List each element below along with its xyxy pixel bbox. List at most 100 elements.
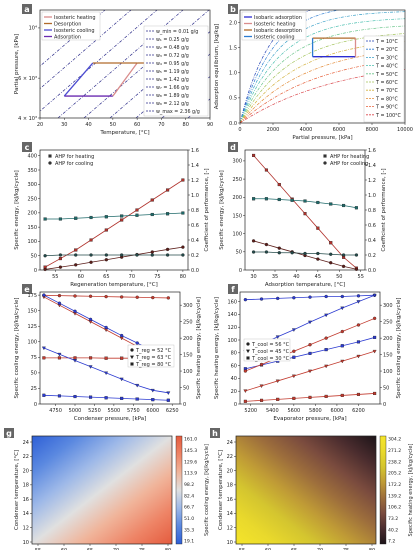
panel-label-box bbox=[228, 284, 238, 294]
data-point bbox=[58, 217, 62, 221]
series-cooling-energy bbox=[251, 239, 359, 271]
data-point bbox=[58, 257, 62, 261]
data-point bbox=[372, 293, 377, 298]
x-tick-label: 5600 bbox=[287, 408, 300, 414]
x-tick-label: 20 bbox=[37, 122, 43, 128]
y-tick-label: 250 bbox=[383, 319, 393, 325]
y-tick-label: 2.0 bbox=[229, 20, 237, 26]
x-tick-label: 60 bbox=[134, 122, 140, 128]
data-point bbox=[104, 356, 108, 360]
data-point bbox=[150, 388, 155, 393]
y-tick-label: 50 bbox=[183, 385, 189, 391]
data-point bbox=[324, 348, 328, 352]
data-point bbox=[119, 377, 124, 382]
data-point bbox=[356, 300, 361, 304]
y-tick-label: 18 bbox=[227, 483, 233, 489]
colorbar-tick-label: 66.7 bbox=[184, 505, 194, 511]
legend-entry: w₆ = 1.42 g/g bbox=[156, 77, 189, 83]
legend-entry: T_reg = 52 °C bbox=[135, 348, 172, 354]
data-point bbox=[135, 213, 139, 217]
y-tick-label: 100 bbox=[27, 340, 37, 346]
y-tick-label: 150 bbox=[232, 213, 242, 219]
isotherm-line bbox=[240, 10, 341, 123]
series-line bbox=[45, 246, 183, 270]
isostere-line bbox=[187, 98, 210, 118]
isostere-legend: w_min = 0.01 g/g w₁ = 0.25 g/g w₂ = 0.48 g… bbox=[143, 25, 209, 117]
cycle-cooling bbox=[63, 62, 94, 97]
data-point bbox=[291, 328, 296, 332]
panel-label: g bbox=[6, 429, 12, 438]
data-point bbox=[329, 241, 333, 245]
data-point bbox=[150, 250, 154, 254]
isotherm-line bbox=[240, 18, 405, 123]
y-tick-label: 0 bbox=[34, 402, 37, 408]
x-tick-label: 5500 bbox=[108, 408, 121, 414]
panel-label-box bbox=[22, 4, 32, 14]
legend-entry: w₅ = 1.19 g/g bbox=[156, 69, 189, 75]
y-tick-label: 4 × 10³ bbox=[18, 116, 37, 122]
y-tick-label: 1.0 bbox=[191, 193, 199, 199]
y-tick-label: 0.8 bbox=[191, 208, 199, 214]
panel-label: c bbox=[25, 143, 30, 152]
data-point bbox=[292, 349, 296, 353]
y-tick-label: 175 bbox=[27, 293, 37, 299]
x-tick-label: 6000 bbox=[331, 408, 344, 414]
data-point bbox=[323, 161, 327, 165]
colorbar-tick-label: 82.4 bbox=[184, 493, 194, 499]
y-tick-label: 0.8 bbox=[368, 208, 376, 214]
data-point bbox=[243, 389, 248, 393]
data-point bbox=[324, 336, 328, 340]
plot-frame bbox=[239, 291, 381, 405]
data-point bbox=[104, 215, 108, 219]
x-tick-label: 40 bbox=[293, 274, 299, 280]
colorbar-tick-label: 19.1 bbox=[184, 539, 194, 545]
data-point bbox=[104, 228, 108, 232]
y-tick-label: 1.0 bbox=[368, 193, 376, 199]
data-point bbox=[48, 154, 52, 158]
panel-label-box bbox=[228, 142, 238, 152]
y-tick-label: 0.5 bbox=[229, 96, 237, 102]
colorbar-tick-label: 113.9 bbox=[184, 471, 197, 477]
y-tick-label: 0.2 bbox=[191, 253, 199, 259]
data-point bbox=[48, 161, 52, 165]
x-tick-label: 5000 bbox=[69, 408, 82, 414]
legend-entry: w₉ = 2.12 g/g bbox=[156, 101, 189, 107]
data-point bbox=[246, 349, 250, 354]
legend-entry: w₈ = 1.89 g/g bbox=[156, 93, 189, 99]
data-point bbox=[341, 253, 346, 257]
data-point bbox=[43, 254, 47, 258]
colorbar-tick-label: 51.0 bbox=[184, 516, 194, 522]
legend-box bbox=[363, 35, 405, 123]
panel-label: e bbox=[24, 285, 30, 294]
y-tick-label: 0.0 bbox=[229, 121, 237, 127]
colorbar-tick-label: 161.0 bbox=[184, 437, 197, 443]
legend-entry: T_reg = 80 °C bbox=[135, 362, 172, 368]
legend-entry: T = 30°C bbox=[375, 55, 399, 61]
y-tick-label: 14 bbox=[227, 511, 233, 517]
data-point bbox=[150, 212, 154, 217]
y-tick-label: 50 bbox=[31, 254, 37, 260]
x-tick-label: 90 bbox=[207, 122, 213, 128]
data-point bbox=[356, 392, 361, 396]
data-point bbox=[356, 323, 361, 327]
data-point bbox=[57, 293, 62, 298]
data-point bbox=[43, 267, 47, 272]
series-cooling-energy bbox=[43, 245, 185, 272]
data-point bbox=[104, 253, 108, 257]
panel-label: h bbox=[212, 429, 218, 438]
data-point bbox=[329, 252, 333, 256]
y-tick-label: 0.4 bbox=[191, 238, 199, 244]
data-point bbox=[372, 316, 377, 321]
x-tick-label: 70 bbox=[158, 122, 164, 128]
isotherm-line bbox=[240, 58, 405, 123]
data-point bbox=[150, 253, 154, 257]
data-point bbox=[292, 355, 296, 359]
y-axis-label: Condenser temperature, [°C] bbox=[14, 450, 20, 530]
y-tick-label: 10 bbox=[227, 540, 233, 546]
data-point bbox=[340, 359, 345, 364]
legend-box bbox=[143, 25, 209, 117]
data-point bbox=[277, 251, 281, 255]
series-cop-heating bbox=[252, 197, 358, 210]
